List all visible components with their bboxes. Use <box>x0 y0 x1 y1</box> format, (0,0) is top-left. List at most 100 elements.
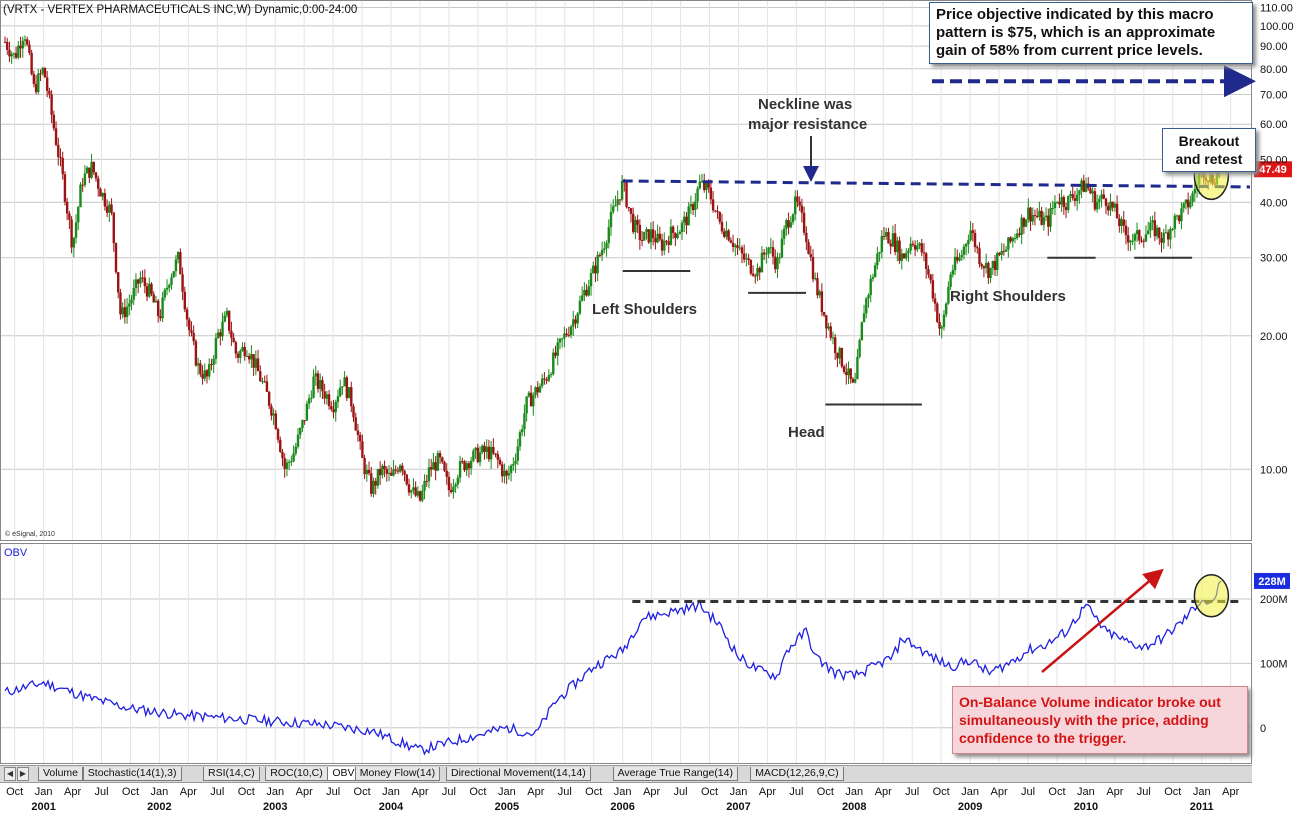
candle-body <box>589 273 593 287</box>
candle-body <box>922 252 926 254</box>
candle-body <box>441 457 444 462</box>
candle-body <box>57 144 60 158</box>
candle-body <box>523 413 526 430</box>
month-tick-label: Jan <box>845 786 863 798</box>
candle-body <box>700 181 704 183</box>
candle-body <box>936 303 939 322</box>
candle-body <box>905 252 908 259</box>
indicator-tab[interactable]: RSI(14,C) <box>203 767 260 781</box>
candle-body <box>376 468 380 486</box>
candle-body <box>172 271 175 278</box>
month-tick-label: Jul <box>210 786 224 798</box>
month-tick-label: Jul <box>326 786 340 798</box>
obv-tick-label: 200M <box>1260 594 1288 606</box>
candle-body <box>1111 201 1114 208</box>
tab-scroll-left-button[interactable]: ◀ <box>4 767 16 781</box>
candle-body <box>840 348 844 367</box>
month-tick-label: Apr <box>875 786 892 798</box>
candle-body <box>856 356 859 380</box>
candle-body <box>354 417 357 431</box>
candle-body <box>225 310 229 316</box>
candle-body <box>88 167 91 178</box>
candle-body <box>576 313 579 324</box>
candle-body <box>396 470 400 472</box>
candle-body <box>212 358 215 365</box>
candle-body <box>285 462 289 469</box>
candle-body <box>14 53 18 58</box>
month-tick-label: Jan <box>1077 786 1095 798</box>
candle-body <box>279 439 282 452</box>
candle-body <box>1131 240 1134 242</box>
candle-body <box>809 253 812 258</box>
candle-body <box>398 465 402 472</box>
candle-body <box>256 358 260 372</box>
candle-body <box>647 229 650 243</box>
candle-body <box>725 230 728 237</box>
candle-body <box>640 240 644 242</box>
candle-body <box>900 253 903 261</box>
candle-body <box>216 332 220 339</box>
candle-body <box>869 278 872 296</box>
candle-body <box>1144 234 1148 242</box>
tab-scroll-right-button[interactable]: ▶ <box>17 767 29 781</box>
candle-body <box>545 379 548 381</box>
month-tick-label: Jul <box>1137 786 1151 798</box>
candle-body <box>94 172 98 179</box>
candle-body <box>1029 207 1032 222</box>
candle-body <box>556 342 559 356</box>
candle-body <box>685 216 688 226</box>
candle-body <box>1044 215 1048 218</box>
indicator-tab[interactable]: Money Flow(14) <box>354 767 441 781</box>
candle-body <box>740 247 744 254</box>
candle-body <box>1013 237 1017 239</box>
candle-body <box>878 251 881 254</box>
candle-body <box>598 254 602 256</box>
candle-body <box>447 476 451 491</box>
candle-body <box>716 211 719 213</box>
candle-body <box>61 157 64 175</box>
candle-body <box>1067 195 1070 211</box>
grid-lines <box>1 1 1251 763</box>
candle-body <box>980 264 983 267</box>
indicator-tab[interactable]: OBV <box>327 767 360 781</box>
obv-trend-arrow <box>1041 568 1164 673</box>
candle-body <box>947 286 950 304</box>
candle-body <box>1184 199 1188 204</box>
indicator-tab[interactable]: ROC(10,C) <box>265 767 328 781</box>
candle-body <box>405 474 408 485</box>
candle-body <box>760 252 764 273</box>
candle-body <box>851 378 855 383</box>
candle-body <box>614 204 617 207</box>
candle-body <box>758 267 761 273</box>
candle-body <box>512 463 515 466</box>
candle-body <box>85 167 89 174</box>
candle-body <box>574 319 577 324</box>
month-tick-label: Jul <box>674 786 688 798</box>
price-tick-label: 50.00 <box>1260 154 1288 166</box>
indicator-tab[interactable]: Average True Range(14) <box>612 767 738 781</box>
month-tick-label: Apr <box>1106 786 1123 798</box>
candle-body <box>600 249 604 256</box>
month-tick-label: Jan <box>961 786 979 798</box>
indicator-tab[interactable]: Volume <box>38 767 84 781</box>
indicator-tab[interactable]: Stochastic(14(1),3) <box>82 767 182 781</box>
candle-body <box>1182 203 1185 209</box>
candle-body <box>12 53 16 55</box>
candle-body <box>1175 215 1179 217</box>
candle-body <box>378 468 382 476</box>
candle-body <box>449 490 453 493</box>
candle-body <box>929 274 932 281</box>
candle-body <box>765 253 768 255</box>
candle-body <box>1160 238 1163 243</box>
candle-body <box>703 181 706 191</box>
month-tick-label: Oct <box>469 786 486 798</box>
candle-body <box>616 199 619 205</box>
candle-body <box>412 487 415 491</box>
candle-body <box>849 368 852 379</box>
price-tick-label: 80.00 <box>1260 64 1288 76</box>
indicator-tab[interactable]: Directional Movement(14,14) <box>446 767 591 781</box>
indicator-tab[interactable]: MACD(12,26,9,C) <box>750 767 844 781</box>
obv-highlight-circle <box>1193 574 1230 618</box>
month-tick-label: Jul <box>442 786 456 798</box>
candle-body <box>281 451 284 459</box>
